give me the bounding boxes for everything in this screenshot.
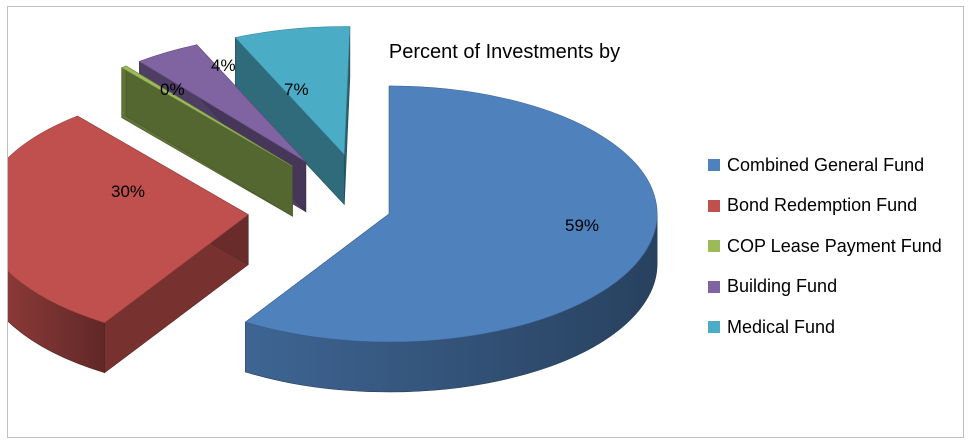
data-label-bond-redemption-fund: 30% (111, 182, 145, 201)
slice-top-bond-redemption-fund (8, 115, 249, 324)
legend-item-combined-general-fund: Combined General Fund (708, 145, 942, 186)
legend-swatch (708, 159, 720, 172)
slice-combined-general-fund (244, 85, 658, 393)
legend-swatch (708, 199, 720, 212)
legend: Combined General Fund Bond Redemption Fun… (708, 145, 942, 348)
data-label-combined-general-fund: 59% (565, 216, 599, 235)
legend-label: Building Fund (727, 276, 838, 297)
legend-item-bond-redemption-fund: Bond Redemption Fund (708, 186, 942, 227)
slice-cop-lease-payment-fund (120, 65, 293, 217)
legend-swatch (708, 280, 720, 293)
data-label-medical-fund: 7% (284, 80, 309, 99)
legend-label: COP Lease Payment Fund (727, 235, 942, 256)
chart-title: Percent of Investments by (388, 41, 621, 63)
pie-chart: 59% 30% 0% 4% 7% (8, 26, 658, 393)
legend-label: Bond Redemption Fund (727, 195, 918, 216)
legend-swatch (708, 321, 720, 334)
slice-top-cop-lease-payment-fund (120, 65, 293, 167)
legend-item-medical-fund: Medical Fund (708, 307, 942, 348)
slice-top-combined-general-fund (244, 85, 658, 343)
slice-top-medical-fund (234, 26, 351, 156)
data-label-building-fund: 4% (211, 56, 236, 75)
slice-bond-redemption-fund (8, 115, 249, 374)
legend-label: Medical Fund (727, 316, 836, 337)
legend-swatch (708, 240, 720, 253)
chart-frame: Percent of Investments by 59% 30% 0% 4% 7% C… (7, 6, 964, 438)
slice-medical-fund (234, 26, 351, 206)
slice-top-building-fund (138, 44, 307, 162)
data-label-cop-lease-payment-fund: 0% (160, 80, 185, 99)
legend-label: Combined General Fund (727, 154, 925, 175)
legend-item-cop-lease-payment-fund: COP Lease Payment Fund (708, 226, 942, 267)
legend-item-building-fund: Building Fund (708, 267, 942, 308)
